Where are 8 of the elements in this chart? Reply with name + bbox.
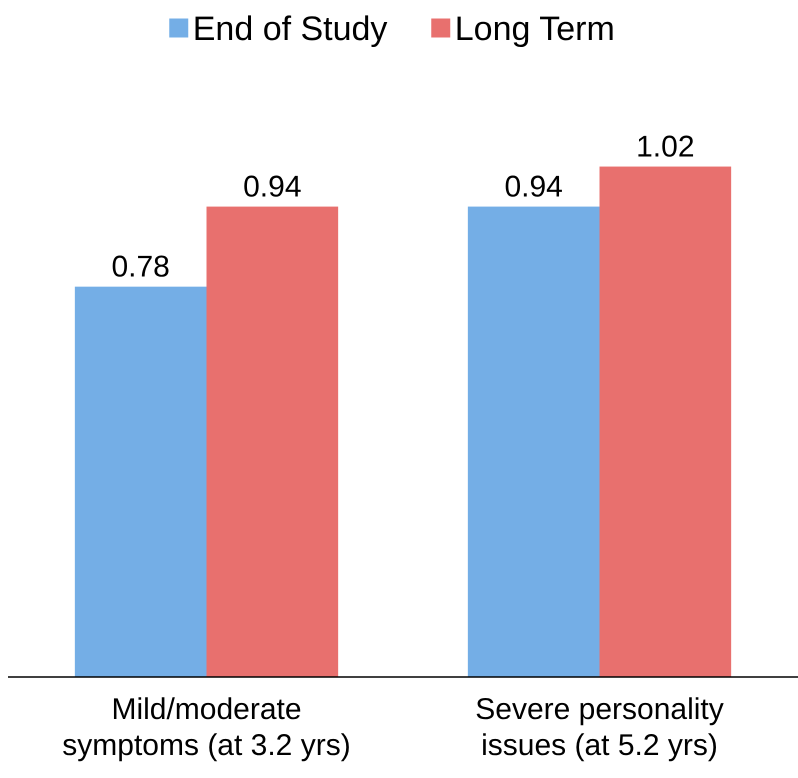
legend-label: End of Study: [192, 10, 388, 48]
x-tick-label: Mild/moderate symptoms (at 3.2 yrs): [62, 693, 351, 762]
data-label: 0.78: [111, 250, 170, 284]
data-label: 0.94: [243, 170, 302, 204]
data-label: 0.94: [504, 170, 563, 204]
data-label: 1.02: [636, 130, 695, 164]
x-tick-label: Severe personality issues (at 5.2 yrs): [475, 693, 724, 762]
legend-label: Long Term: [454, 10, 615, 48]
